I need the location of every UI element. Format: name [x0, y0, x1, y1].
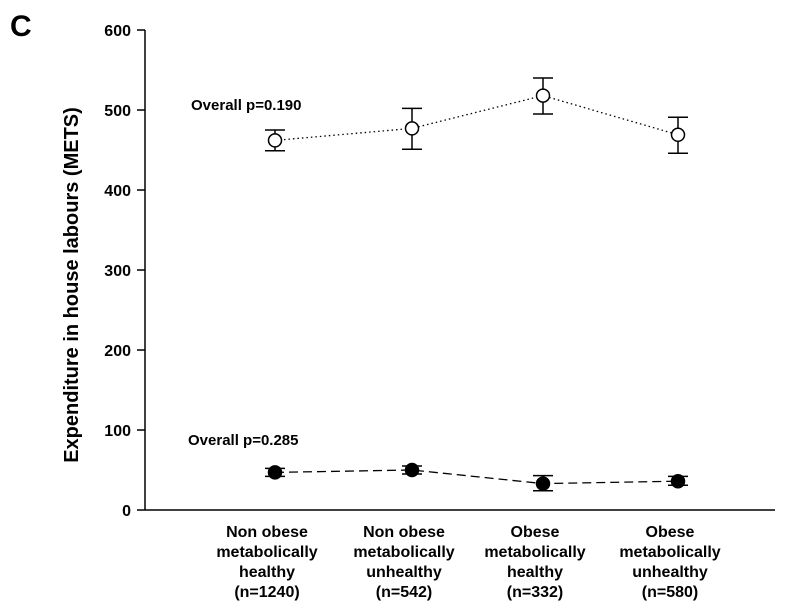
- data-point: [267, 465, 283, 480]
- x-tick-label-line: metabolically: [353, 544, 454, 561]
- y-tick-label: 100: [104, 423, 131, 440]
- x-tick-label: Obese metabolically unhealthy (n=580): [619, 524, 720, 601]
- y-tick-label: 300: [104, 263, 131, 280]
- x-tick-label-line: metabolically: [484, 544, 585, 561]
- data-point: [535, 88, 551, 103]
- data-point: [535, 476, 551, 491]
- x-tick-label-line: Non obese: [363, 524, 445, 541]
- y-axis-label: Expenditure in house labours (METS): [61, 107, 83, 463]
- data-point: [267, 133, 283, 148]
- x-tick-label: Obese metabolically healthy (n=332): [484, 524, 585, 601]
- x-tick-label-line: metabolically: [619, 544, 720, 561]
- x-tick-label-line: Non obese: [226, 524, 308, 541]
- data-point: [404, 462, 420, 478]
- x-tick-label-line: (n=1240): [234, 584, 299, 601]
- annotation-p-value: Overall p=0.285: [188, 432, 299, 449]
- data-point: [670, 473, 686, 489]
- series-group: [265, 77, 688, 492]
- x-tick-label-line: unhealthy: [366, 564, 442, 581]
- x-axis: Non obese metabolically healthy (n=1240)Non…: [145, 509, 775, 601]
- x-tick-label-line: healthy: [239, 564, 295, 581]
- y-tick-label: 600: [104, 23, 131, 40]
- x-tick-label-line: Obese: [646, 524, 695, 541]
- y-axis: 0 100 200 300 400 500 600: [104, 23, 146, 520]
- annotation-p-value: Overall p=0.190: [191, 97, 302, 114]
- y-tick-label: 500: [104, 103, 131, 120]
- data-point: [404, 121, 420, 136]
- y-tick-label: 0: [122, 503, 131, 520]
- x-tick-label: Non obese metabolically healthy (n=1240): [216, 524, 317, 601]
- x-tick-label-line: (n=542): [376, 584, 432, 601]
- x-tick-label-line: Obese: [511, 524, 560, 541]
- y-tick-label: 400: [104, 183, 131, 200]
- series-2: [265, 462, 688, 492]
- panel-letter: C: [10, 10, 32, 43]
- x-tick-label-line: (n=580): [642, 584, 698, 601]
- x-tick-label-line: (n=332): [507, 584, 563, 601]
- x-tick-label-line: unhealthy: [632, 564, 708, 581]
- annotations: Overall p=0.190 Overall p=0.285: [188, 97, 302, 449]
- series-line: [274, 94, 679, 142]
- x-tick-label-line: metabolically: [216, 544, 317, 561]
- series-1: [265, 77, 688, 154]
- series-line: [274, 469, 679, 485]
- y-tick-label: 200: [104, 343, 131, 360]
- data-point: [670, 127, 686, 143]
- x-tick-label: Non obese metabolically unhealthy (n=542): [353, 524, 454, 601]
- x-tick-label-line: healthy: [507, 564, 563, 581]
